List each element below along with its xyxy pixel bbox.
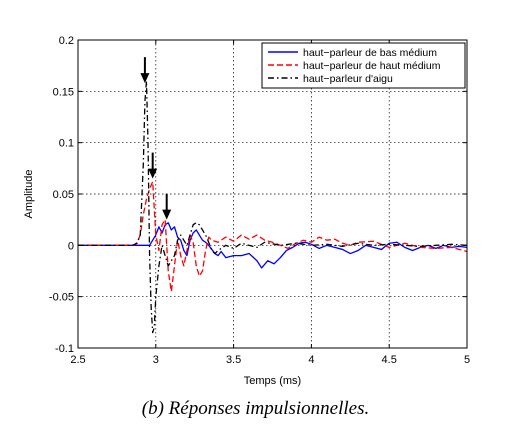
y-tick-label: -0.1 (55, 343, 74, 355)
y-tick-label: -0.05 (49, 292, 74, 304)
y-tick-label: 0.05 (53, 189, 74, 201)
x-tick-label: 3 (153, 354, 159, 366)
impulse-response-chart: 2.5 3 3.5 4 4.5 5 -0.1 -0.05 0 0.05 0.1 0.15 0.2 Tem… (23, 35, 470, 387)
x-tick-label: 4 (308, 354, 314, 366)
x-axis-title: Temps (ms) (244, 375, 301, 387)
x-tick-label: 4.5 (382, 354, 397, 366)
arrow-annotation (162, 193, 172, 220)
x-tick-label: 5 (464, 354, 470, 366)
y-axis-title: Amplitude (23, 170, 35, 219)
figure-caption: (b) Réponses impulsionnelles. (141, 398, 370, 419)
legend-label: haut−parleur de haut médium (303, 60, 441, 72)
x-tick-label: 3.5 (226, 354, 241, 366)
series-line (78, 80, 468, 334)
series-line (78, 222, 468, 269)
legend-entry: haut−parleur de bas médium (268, 47, 437, 59)
arrow-annotation (140, 57, 150, 84)
x-tick-label: 2.5 (70, 354, 85, 366)
axis-ticks: 2.5 3 3.5 4 4.5 5 -0.1 -0.05 0 0.05 0.1 0.15 0.2 (49, 35, 470, 366)
arrow-annotations (140, 57, 172, 220)
legend-entry: haut−parleur d'aigu (268, 73, 393, 85)
legend-label: haut−parleur de bas médium (303, 47, 437, 59)
y-tick-label: 0.15 (53, 86, 74, 98)
series-group (78, 80, 468, 334)
arrow-annotation (148, 152, 158, 179)
series-line (78, 181, 468, 293)
legend-label: haut−parleur d'aigu (303, 73, 393, 85)
legend-entry: haut−parleur de haut médium (268, 60, 441, 72)
y-tick-label: 0.1 (59, 138, 74, 150)
y-tick-label: 0.2 (59, 35, 74, 47)
y-tick-label: 0 (68, 240, 74, 252)
